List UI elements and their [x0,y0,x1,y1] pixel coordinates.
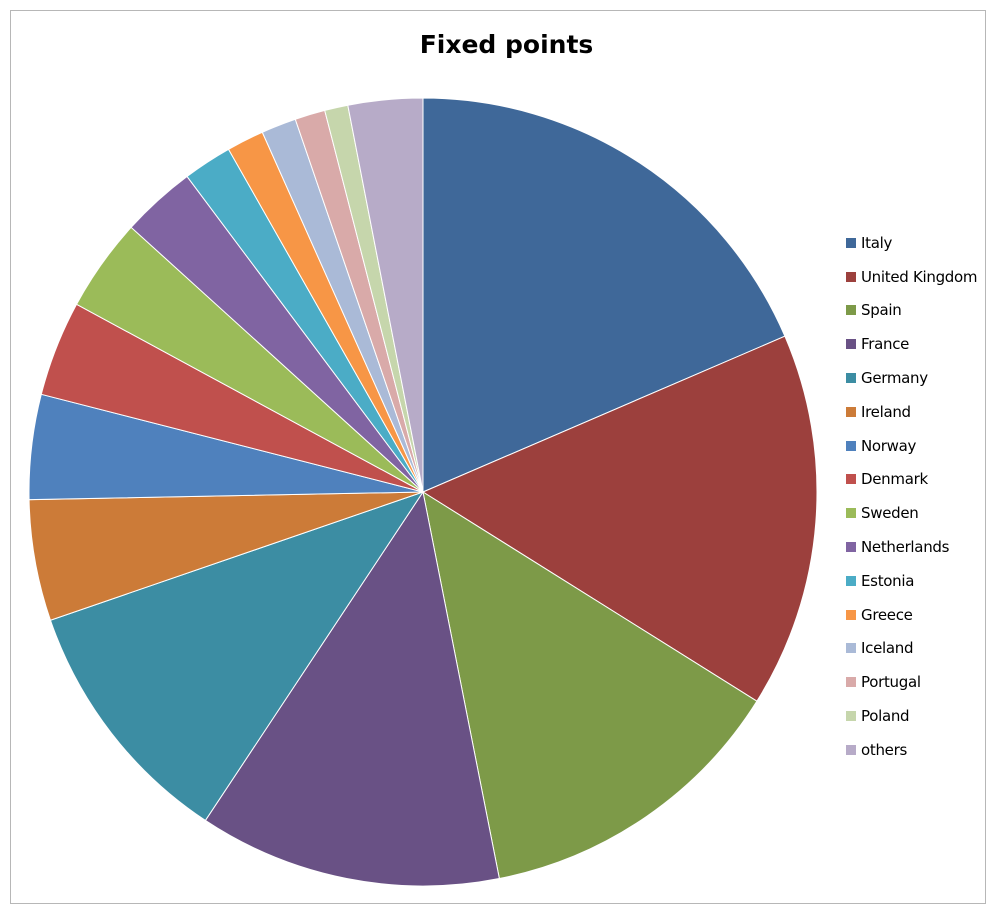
legend-label: Estonia [861,571,915,590]
legend-item: others [846,733,986,767]
legend-label: Sweden [861,504,919,523]
legend-swatch [846,508,856,519]
legend-label: Norway [861,436,917,455]
legend-swatch [846,305,856,316]
legend-label: Greece [861,605,913,624]
legend-label: Spain [861,301,902,320]
pie-slice-others [347,97,424,493]
legend-swatch [846,474,856,485]
legend-item: Spain [846,294,986,328]
legend-item: Germany [846,361,986,395]
legend-item: Greece [846,598,986,632]
pie-slice-france [204,490,500,887]
pie-slice-italy [422,97,786,493]
legend-label: Portugal [861,673,921,692]
legend-item: Denmark [846,463,986,497]
pie-slice-germany [49,491,425,822]
chart-title: Fixed points [419,30,594,59]
legend-item: Ireland [846,395,986,429]
legend-item: Iceland [846,632,986,666]
legend-item: Netherlands [846,530,986,564]
legend-swatch [846,271,856,282]
legend-swatch [846,406,856,417]
legend-label: Netherlands [861,538,950,557]
legend-item: Norway [846,429,986,463]
legend-swatch [846,237,856,248]
legend-swatch [846,643,856,654]
pie-slice-spain [422,490,758,880]
legend-label: Poland [861,707,910,726]
pie-slice-united-kingdom [421,335,818,702]
legend-swatch [846,677,856,688]
legend-item: Sweden [846,496,986,530]
legend-item: Poland [846,699,986,733]
legend-swatch [846,711,856,722]
legend-label: Italy [861,233,893,252]
legend-item: Italy [846,226,986,260]
legend-swatch [846,575,856,586]
legend-label: Germany [861,369,928,388]
legend-item: Portugal [846,665,986,699]
legend-swatch [846,744,856,755]
legend-label: Iceland [861,639,914,658]
legend-swatch [846,542,856,553]
legend-item: Estonia [846,564,986,598]
legend-swatch [846,440,856,451]
legend-swatch [846,609,856,620]
legend-label: United Kingdom [861,267,978,286]
legend-swatch [846,339,856,350]
legend-label: Ireland [861,402,911,421]
legend-item: France [846,327,986,361]
legend-label: Denmark [861,470,928,489]
legend-item: United Kingdom [846,260,986,294]
legend-label: others [861,740,907,759]
legend: Italy United Kingdom Spain France Germany Ire… [846,226,986,767]
legend-label: France [861,335,910,354]
legend-swatch [846,373,856,384]
